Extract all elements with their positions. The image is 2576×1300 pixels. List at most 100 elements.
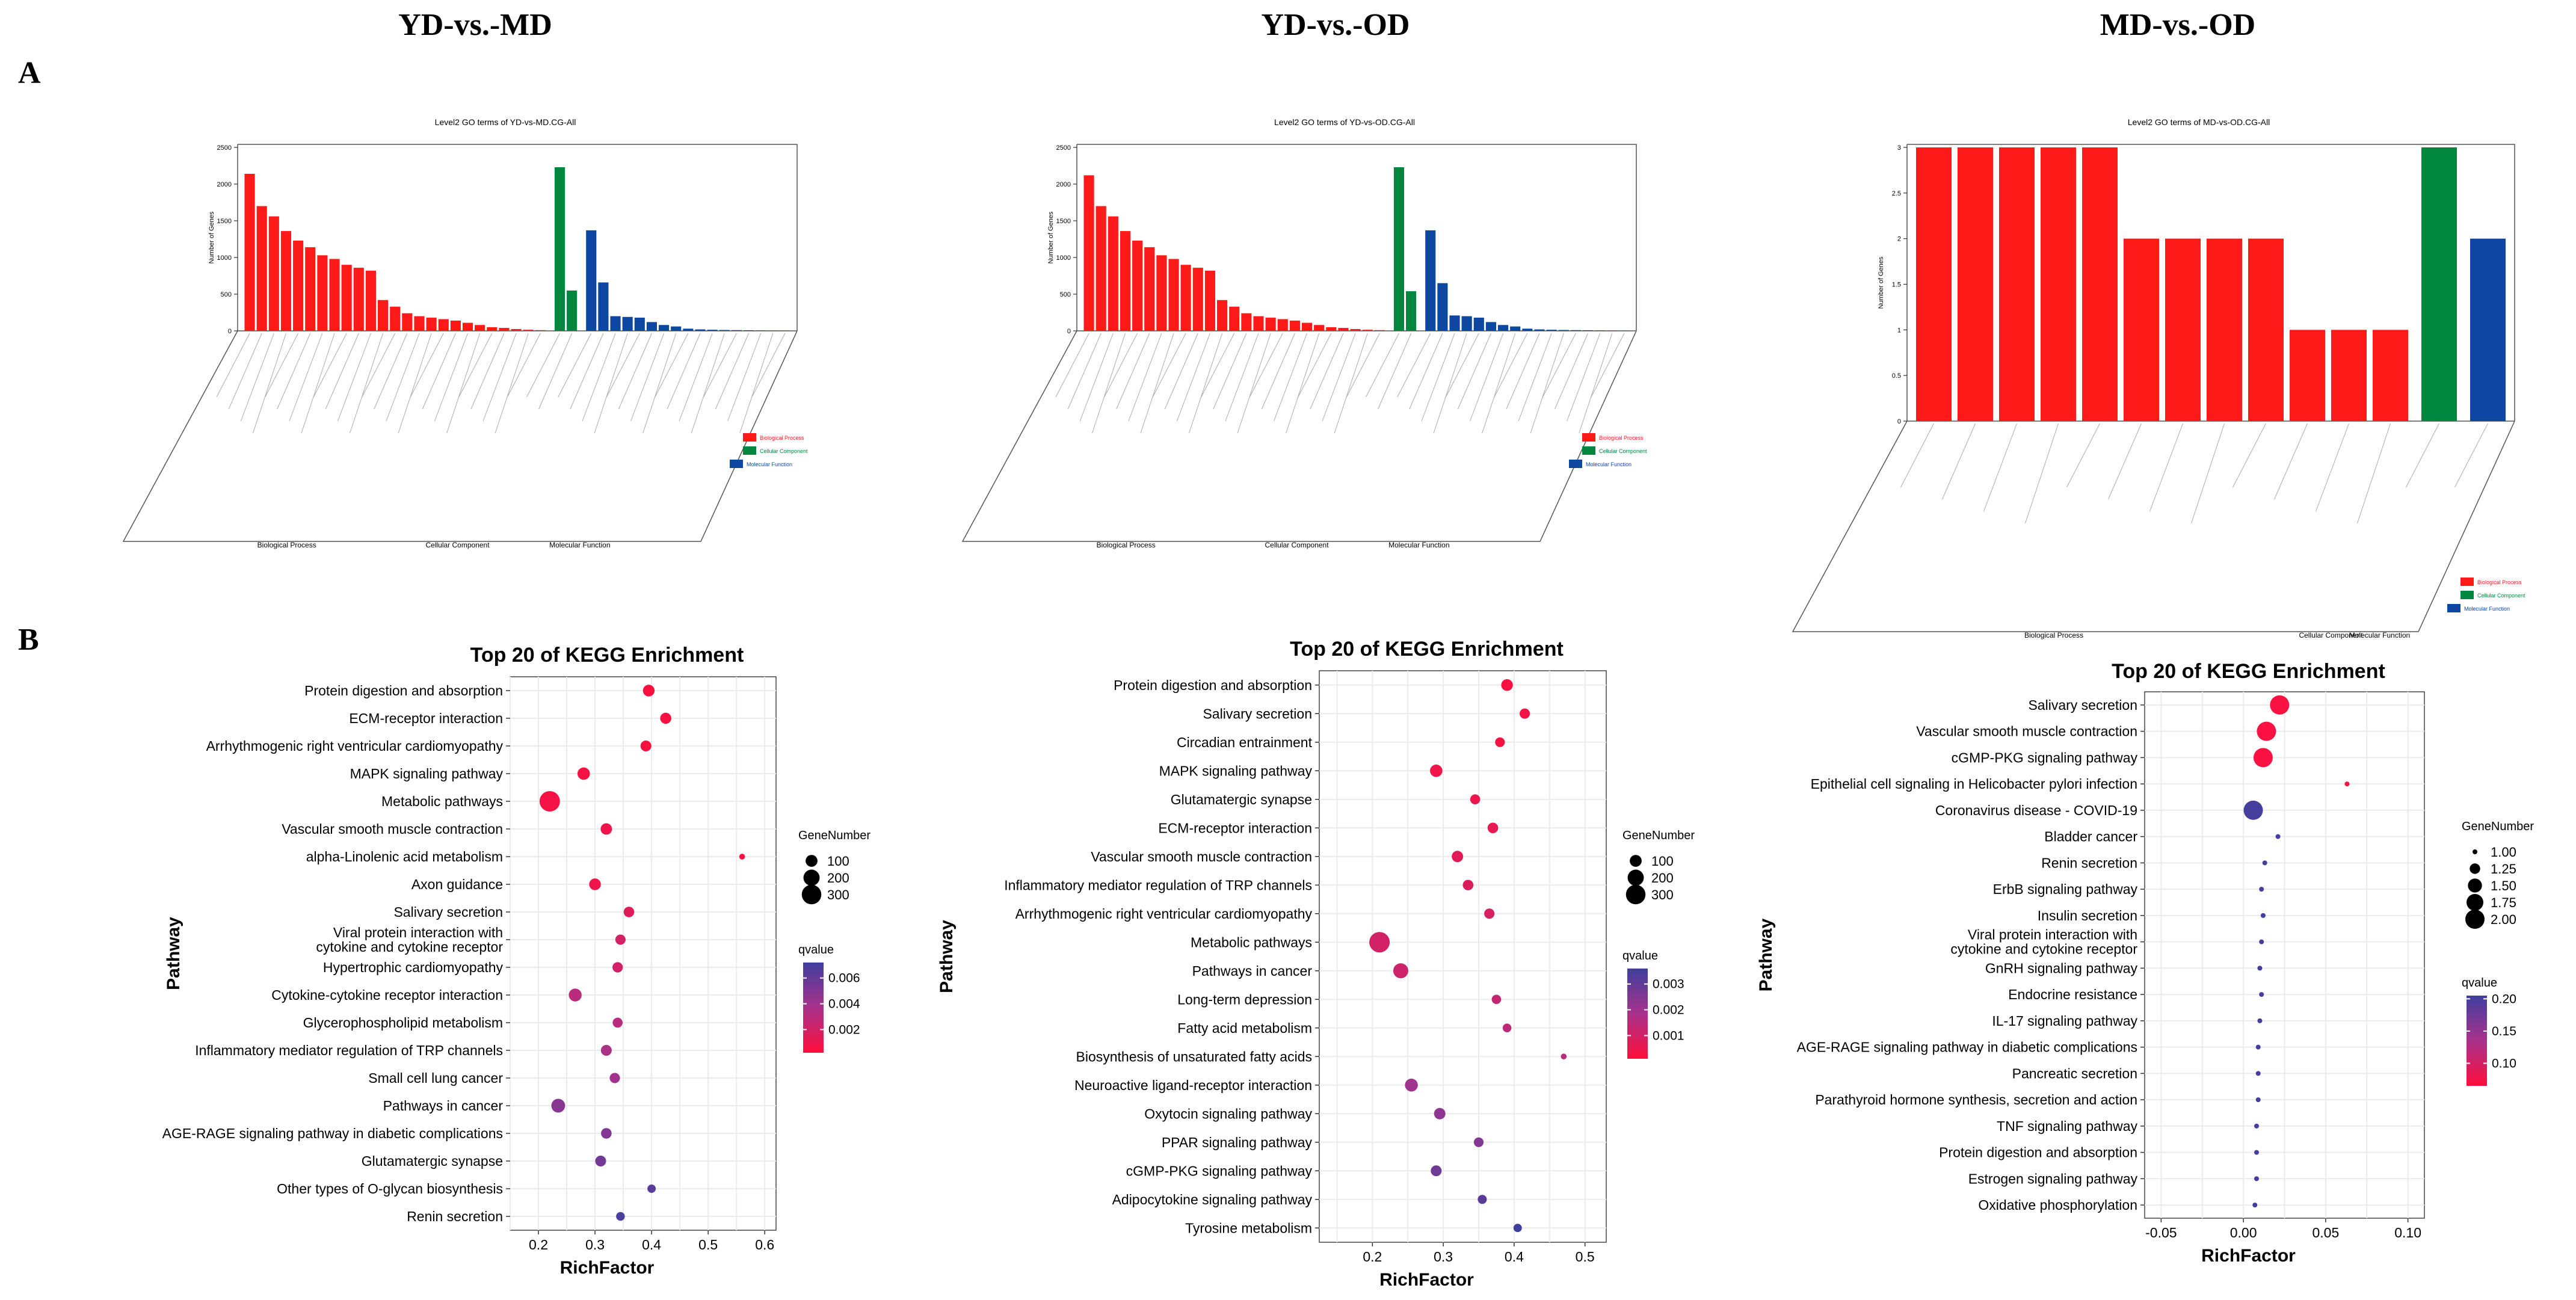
- go-bar-biological-process: [1916, 147, 1952, 421]
- go-bar-chart-yd-vs-od: Level2 GO terms of YD-vs-OD.CG-All 0 500 10…: [961, 117, 1647, 549]
- go-y-tick-label: 0: [1067, 328, 1071, 335]
- kegg-bubble-point: [1484, 908, 1495, 919]
- go-bar-molecular-function: [768, 330, 778, 331]
- column-title: MD-vs.-OD: [2100, 8, 2256, 42]
- kegg-bubble-point: [1405, 1079, 1418, 1092]
- kegg-bubble-point: [595, 1155, 606, 1167]
- kegg-bubble-point: [2255, 1097, 2261, 1103]
- go-bar-biological-process: [462, 322, 473, 331]
- go-category-label-mark: [594, 333, 628, 434]
- kegg-pathway-label: Metabolic pathways: [1191, 934, 1312, 950]
- go-chart-title: Level2 GO terms of MD-vs-OD.CG-All: [2128, 117, 2270, 127]
- go-category-label-mark: [1555, 333, 1588, 410]
- go-category-label-mark: [1249, 333, 1283, 398]
- go-y-tick-label: 0.5: [1892, 372, 1901, 380]
- go-group-label: Cellular Component: [426, 541, 490, 549]
- go-legend-label: Molecular Function: [1586, 461, 1632, 467]
- go-bar-biological-process: [1958, 147, 1993, 421]
- kegg-bubble-point: [647, 1184, 656, 1193]
- kegg-y-axis-label: Pathway: [164, 917, 183, 990]
- go-category-label-mark: [2108, 423, 2142, 500]
- go-bar-molecular-function: [743, 330, 754, 331]
- kegg-x-axis-label: RichFactor: [560, 1258, 655, 1278]
- go-category-label-mark: [1274, 333, 1307, 422]
- go-y-axis-label: Number of Genes: [1047, 211, 1055, 263]
- kegg-bubble-point: [2270, 695, 2290, 715]
- kegg-pathway-label: Tyrosine metabolism: [1185, 1220, 1312, 1236]
- go-bar-biological-process: [2290, 330, 2325, 421]
- go-category-label-mark: [495, 333, 529, 434]
- go-category-label-mark: [630, 333, 665, 422]
- go-category-label-mark: [265, 333, 299, 398]
- kegg-bubble-point: [640, 740, 652, 752]
- kegg-pathway-label: Glutamatergic synapse: [1171, 792, 1312, 807]
- go-bar-molecular-function: [1510, 326, 1521, 331]
- go-category-label-mark: [2149, 423, 2183, 512]
- go-category-label-mark: [1176, 333, 1210, 422]
- kegg-pathway-label: Arrhythmogenic right ventricular cardiom…: [206, 738, 504, 754]
- kegg-color-legend-label: 0.004: [828, 997, 860, 1011]
- go-category-label-mark: [507, 333, 541, 398]
- go-category-label-mark: [1567, 333, 1601, 422]
- kegg-size-legend-dot: [1630, 855, 1642, 867]
- kegg-bubble-point: [2254, 1123, 2259, 1129]
- go-bar-biological-process: [1326, 327, 1337, 331]
- kegg-bubble-point: [1369, 932, 1390, 953]
- go-bar-molecular-function: [1534, 329, 1545, 331]
- kegg-x-tick-label: 0.3: [585, 1237, 605, 1252]
- kegg-x-axis-label: RichFactor: [2201, 1246, 2296, 1266]
- go-category-label-mark: [1397, 333, 1431, 398]
- go-bar-molecular-function: [1546, 330, 1557, 331]
- go-bar-molecular-function: [2470, 238, 2506, 421]
- go-legend-swatch: [2460, 591, 2474, 599]
- kegg-bubble-point: [1487, 822, 1499, 834]
- kegg-bubble-point: [577, 767, 590, 780]
- go-y-tick-label: 2000: [1056, 181, 1071, 188]
- kegg-pathway-label: Fatty acid metabolism: [1177, 1020, 1312, 1036]
- go-category-label-mark: [434, 333, 468, 422]
- go-bar-molecular-function: [1582, 330, 1594, 331]
- kegg-pathway-label: Hypertrophic cardiomyopathy: [323, 960, 504, 975]
- go-category-label-mark: [1506, 333, 1540, 410]
- go-category-label-mark: [1079, 333, 1114, 422]
- go-bar-biological-process: [2165, 238, 2201, 421]
- go-legend-label: Biological Process: [1599, 435, 1644, 441]
- go-bar-biological-process: [268, 216, 279, 331]
- go-chart-title: Level2 GO terms of YD-vs-OD.CG-All: [1274, 117, 1415, 127]
- go-category-label-mark: [1092, 333, 1126, 434]
- kegg-size-legend-dot: [2465, 910, 2485, 929]
- go-legend-label: Cellular Component: [2477, 593, 2525, 599]
- kegg-bubble-point: [2257, 1018, 2263, 1023]
- kegg-pathway-label: ECM-receptor interaction: [349, 710, 503, 726]
- kegg-bubble-point: [1470, 794, 1481, 805]
- go-bar-molecular-function: [1449, 315, 1460, 331]
- kegg-pathway-label: Arrhythmogenic right ventricular cardiom…: [1015, 906, 1313, 922]
- go-group-label: Molecular Function: [2349, 631, 2410, 639]
- go-category-label-mark: [362, 333, 396, 398]
- go-legend-label: Molecular Function: [2464, 606, 2510, 612]
- go-category-label-mark: [240, 333, 274, 422]
- kegg-bubble-point: [2253, 748, 2273, 768]
- kegg-pathway-label: Pancreatic secretion: [2012, 1065, 2137, 1081]
- go-bar-biological-process: [329, 259, 340, 331]
- go-bar-biological-process: [414, 316, 425, 331]
- go-bar-molecular-function: [598, 282, 609, 331]
- go-legend-swatch: [2447, 604, 2460, 612]
- kegg-pathway-label: Circadian entrainment: [1177, 735, 1313, 750]
- go-bar-molecular-function: [622, 316, 633, 331]
- go-bar-cellular-component: [567, 290, 578, 331]
- go-category-label-mark: [1518, 333, 1552, 422]
- go-bar-chart-yd-vs-md: Level2 GO terms of YD-vs-MD.CG-All 0 500 10…: [122, 117, 808, 549]
- kegg-bubble-chart-yd-vs-md: Top 20 of KEGG Enrichment Protein digesti…: [162, 644, 871, 1278]
- kegg-bubble-point: [2262, 860, 2267, 866]
- go-bar-biological-process: [2041, 147, 2076, 421]
- go-chart-title: Level2 GO terms of YD-vs-MD.CG-All: [435, 117, 576, 127]
- go-category-label-mark: [1942, 423, 1976, 500]
- go-bar-biological-process: [1132, 240, 1143, 331]
- kegg-x-tick-label: 0.5: [1576, 1249, 1595, 1265]
- kegg-pathway-label: Bladder cancer: [2044, 829, 2137, 845]
- kegg-bubble-chart-yd-vs-od: Top 20 of KEGG Enrichment Protein digesti…: [937, 638, 1695, 1290]
- go-bar-biological-process: [1999, 147, 2035, 421]
- go-category-label-mark: [1421, 333, 1455, 422]
